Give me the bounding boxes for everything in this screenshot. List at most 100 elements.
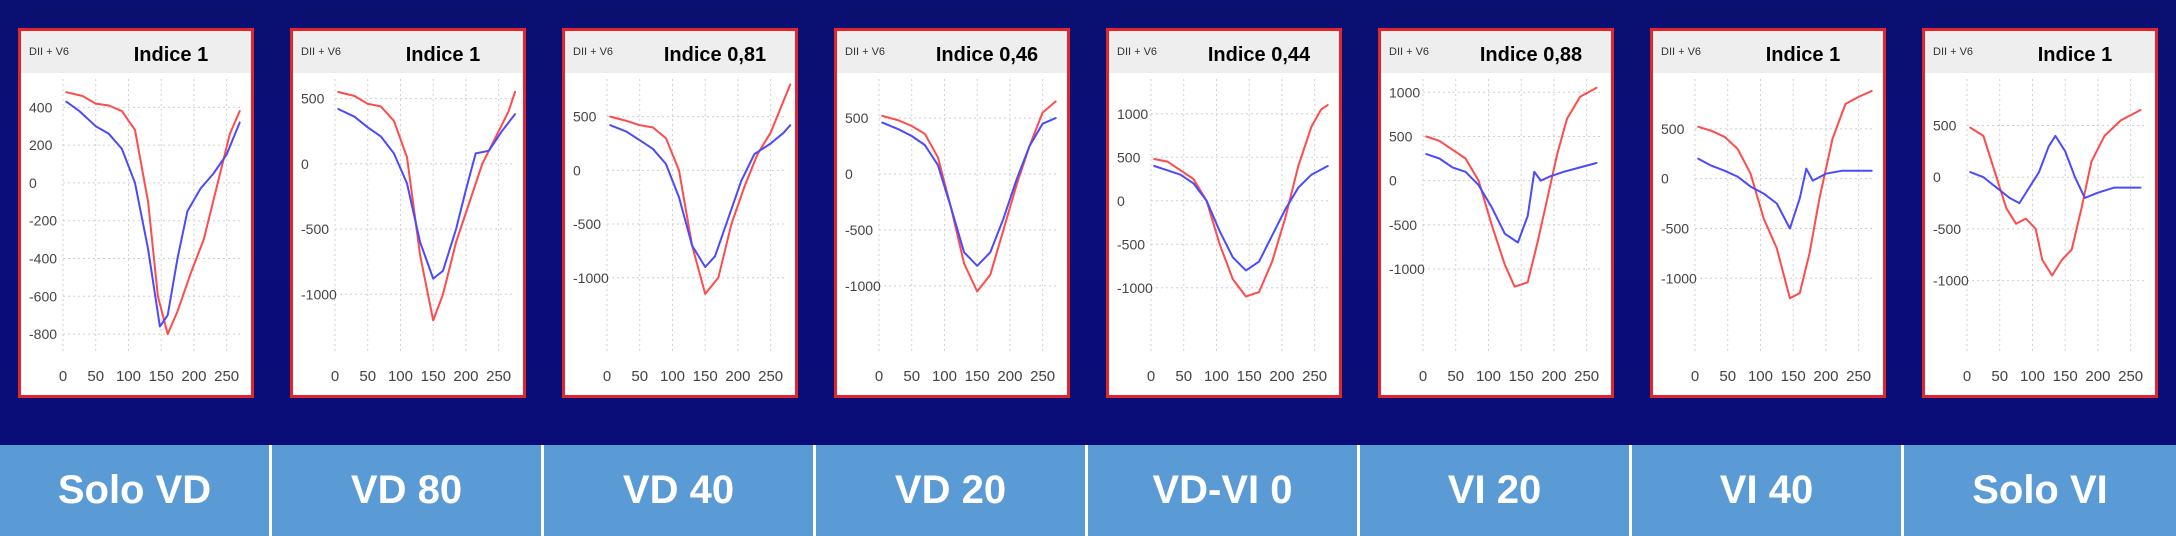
- series-line: [881, 117, 1057, 267]
- chart-header: [21, 31, 251, 73]
- x-tick-label: 50: [359, 368, 376, 385]
- y-tick-label: 500: [573, 109, 597, 125]
- y-tick-label: 1000: [1389, 84, 1420, 100]
- chart-panel: DII + V6 Indice 0,46 0 50 100 150 200 250 500 0 -5…: [834, 28, 1070, 398]
- x-tick-label: 150: [1509, 368, 1534, 385]
- y-tick-label: 0: [1933, 169, 1941, 185]
- chart-panel: DII + V6 Indice 0,81 0 50 100 150 200 250 500 0 -5…: [562, 28, 798, 398]
- chart-title: Indice 1: [2038, 44, 2112, 66]
- line-chart: DII + V6 Indice 0,81 0 50 100 150 200 250 500 0 -5…: [565, 31, 795, 385]
- condition-label: VI 40: [1632, 445, 1904, 536]
- y-axis-label: DII + V6: [1933, 46, 1973, 58]
- y-tick-label: -1000: [1117, 280, 1153, 296]
- x-tick-label: 200: [2085, 368, 2110, 385]
- y-tick-label: 0: [1661, 171, 1669, 187]
- x-tick-label: 200: [453, 368, 478, 385]
- x-tick-label: 200: [1541, 368, 1566, 385]
- x-tick-label: 250: [1302, 368, 1327, 385]
- x-tick-label: 150: [965, 368, 990, 385]
- series-line: [1153, 104, 1329, 298]
- chart-header: [1653, 31, 1883, 73]
- line-chart: DII + V6 Indice 1 0 50 100 150 200 250 500 0 -500 -…: [1653, 31, 1883, 385]
- y-tick-label: -500: [1933, 221, 1961, 237]
- y-axis-label: DII + V6: [29, 46, 69, 58]
- condition-label: VD 20: [816, 445, 1088, 536]
- y-tick-label: -800: [29, 326, 57, 342]
- series-line: [337, 108, 516, 280]
- x-tick-label: 0: [1147, 368, 1155, 385]
- y-axis-label: DII + V6: [845, 46, 885, 58]
- condition-label: VD-VI 0: [1088, 445, 1360, 536]
- x-tick-label: 50: [1175, 368, 1192, 385]
- y-axis-label: DII + V6: [1389, 46, 1429, 58]
- chart-title: Indice 0,46: [936, 44, 1038, 66]
- x-tick-label: 250: [486, 368, 511, 385]
- y-tick-label: -500: [301, 221, 329, 237]
- series-line: [609, 124, 792, 268]
- y-tick-label: 500: [1117, 149, 1141, 165]
- line-chart: DII + V6 Indice 0,88 0 50 100 150 200 250 1000 50…: [1381, 31, 1611, 385]
- line-chart: DII + V6 Indice 1 0 50 100 150 200 250 400 200 0 -2…: [21, 31, 251, 385]
- line-chart: DII + V6 Indice 0,44 0 50 100 150 200 250 1000 50…: [1109, 31, 1339, 385]
- chart-title: Indice 0,44: [1208, 44, 1311, 66]
- x-tick-label: 0: [59, 368, 67, 385]
- chart-panel: DII + V6 Indice 0,44 0 50 100 150 200 250 1000 50…: [1106, 28, 1342, 398]
- y-tick-label: 0: [573, 162, 581, 178]
- x-tick-label: 100: [388, 368, 413, 385]
- x-tick-label: 200: [1813, 368, 1838, 385]
- y-tick-label: -400: [29, 251, 57, 267]
- series-line: [1969, 109, 2142, 277]
- y-axis-label: DII + V6: [573, 46, 613, 58]
- x-tick-label: 250: [1846, 368, 1871, 385]
- x-tick-label: 150: [1237, 368, 1262, 385]
- y-tick-label: 500: [1933, 118, 1957, 134]
- x-tick-label: 250: [1030, 368, 1055, 385]
- x-tick-label: 200: [181, 368, 206, 385]
- x-tick-label: 100: [1748, 368, 1773, 385]
- x-tick-label: 150: [421, 368, 446, 385]
- condition-label: Solo VD: [0, 445, 272, 536]
- x-tick-label: 50: [903, 368, 920, 385]
- condition-label: Solo VI: [1904, 445, 2176, 536]
- line-chart: DII + V6 Indice 0,46 0 50 100 150 200 250 500 0 -5…: [837, 31, 1067, 385]
- x-tick-label: 0: [603, 368, 611, 385]
- x-tick-label: 250: [214, 368, 239, 385]
- condition-label: VI 20: [1360, 445, 1632, 536]
- y-tick-label: -1000: [301, 286, 337, 302]
- chart-header: [1381, 31, 1611, 73]
- x-tick-label: 150: [1781, 368, 1806, 385]
- series-line: [65, 100, 241, 328]
- condition-label-bar: Solo VD VD 80 VD 40 VD 20 VD-VI 0 VI 20 VI 40 S…: [0, 445, 2176, 536]
- chart-header: [1109, 31, 1339, 73]
- chart-panel: DII + V6 Indice 1 0 50 100 150 200 250 500 0 -500 -…: [1650, 28, 1886, 398]
- line-chart: DII + V6 Indice 1 0 50 100 150 200 250 500 0 -500 -…: [293, 31, 523, 385]
- y-tick-label: -500: [1661, 220, 1689, 236]
- x-tick-label: 250: [758, 368, 783, 385]
- series-line: [1425, 86, 1598, 288]
- y-tick-label: 400: [29, 99, 53, 115]
- y-tick-label: 0: [301, 156, 309, 172]
- chart-title: Indice 1: [134, 44, 208, 66]
- y-tick-label: -600: [29, 288, 57, 304]
- y-tick-label: 500: [845, 110, 869, 126]
- y-tick-label: -500: [1117, 236, 1145, 252]
- series-line: [1697, 157, 1873, 230]
- x-tick-label: 0: [331, 368, 339, 385]
- y-tick-label: -200: [29, 213, 57, 229]
- x-tick-label: 150: [149, 368, 174, 385]
- y-tick-label: -1000: [845, 278, 881, 294]
- x-tick-label: 150: [693, 368, 718, 385]
- x-tick-label: 0: [875, 368, 883, 385]
- x-tick-label: 100: [2020, 368, 2045, 385]
- series-line: [881, 100, 1057, 293]
- y-tick-label: 0: [29, 175, 37, 191]
- chart-panel: DII + V6 Indice 0,88 0 50 100 150 200 250 1000 50…: [1378, 28, 1614, 398]
- chart-title: Indice 0,81: [664, 44, 766, 66]
- x-tick-label: 50: [1447, 368, 1464, 385]
- chart-panel: DII + V6 Indice 1 0 50 100 150 200 250 400 200 0 -2…: [18, 28, 254, 398]
- condition-label: VD 80: [272, 445, 544, 536]
- x-tick-label: 0: [1963, 368, 1971, 385]
- x-tick-label: 100: [932, 368, 957, 385]
- x-tick-label: 100: [660, 368, 685, 385]
